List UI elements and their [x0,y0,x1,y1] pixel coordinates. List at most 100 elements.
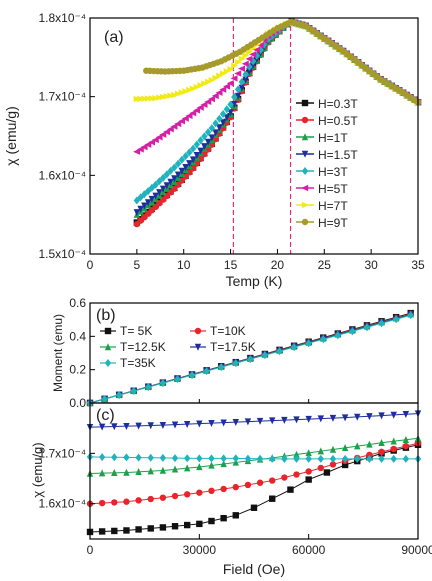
data-point [287,486,293,492]
data-point [324,469,330,475]
data-point [148,525,154,531]
legend-a: H=0.3T H=0.5T H=1T H=1.5T H=3T H=5T H=7T H=9T [296,97,358,230]
legend-item: H=0.3T [296,97,358,111]
y-tick-label: 1.7x10⁻⁴ [38,446,86,460]
legend-label: H=9T [318,216,348,230]
data-point [233,484,239,490]
legend-item: T= 5K [100,324,152,338]
x-tick-label: 0 [87,543,94,557]
legend-item: T=35K [100,356,156,370]
data-point [135,454,141,462]
y-tick-label: 0.6 [69,296,86,310]
legend-item: H=3T [296,165,348,179]
data-point [318,465,324,471]
data-point [231,75,238,81]
legend-item: H=1T [296,131,348,145]
legend-label: H=7T [318,199,348,213]
series-H=0.3T [134,19,422,226]
data-point [305,468,311,474]
data-point [391,455,397,463]
y-tick-label: 0.4 [69,329,86,343]
data-point [135,526,141,532]
data-point [233,512,239,518]
data-point [251,505,257,511]
legend-label: T=12.5K [120,340,166,354]
x-tick-label: 35 [411,258,425,272]
legend-item: H=9T [296,216,348,230]
legend-marker [302,167,308,175]
legend-label: H=1T [318,131,348,145]
data-point [123,453,129,461]
data-point [123,499,129,505]
data-point [305,455,311,463]
data-point [330,455,336,463]
panel-label-a: (a) [104,29,124,46]
data-point [123,527,129,533]
legend-label: T=35K [120,356,156,370]
legend-label: H=1.5T [318,148,358,162]
data-point [135,497,141,503]
x-tick-label: 25 [318,258,332,272]
data-point [403,443,409,449]
data-point [242,61,249,67]
data-point [111,499,117,505]
x-axis-title-a: Temp (K) [226,273,283,289]
data-point [196,521,202,527]
data-point [220,454,226,462]
y-tick-label: 1.7x10⁻⁴ [38,90,86,104]
data-point [318,455,324,463]
x-tick-label: 10 [177,258,191,272]
data-point [172,454,178,462]
data-point [281,474,287,480]
legend-item: H=7T [296,199,348,213]
data-point [208,518,214,524]
panel-label-b: (b) [96,307,116,324]
data-point [391,446,397,452]
data-point [305,476,311,482]
legend-label: T=17.5K [210,340,256,354]
y-tick-label: 1.6x10⁻⁴ [38,497,86,511]
legend-item: T=12.5K [100,340,166,354]
legend-item: H=1.5T [296,148,358,162]
data-point [208,454,214,462]
data-point [269,496,275,502]
data-point [111,453,117,461]
x-tick-label: 60000 [292,543,326,557]
data-point [160,494,166,500]
data-point [148,496,154,502]
legend-marker [302,219,308,225]
y-tick-label: 1.6x10⁻⁴ [38,168,86,182]
panel-label-c: (c) [96,407,115,424]
series-T=17.5K [87,410,421,431]
data-point [196,454,202,462]
legend-marker [302,117,308,123]
data-point [293,471,299,477]
panel-a: 0 5 10 15 20 25 30 35 1.5x10⁻⁴1.6x10⁻⁴1.7x10⁻⁴1… [3,11,425,289]
legend-item: H=0.5T [296,114,358,128]
legend-marker [302,202,309,208]
legend-marker [195,328,201,334]
data-point [99,453,105,461]
x-axis-title-c: Field (Oe) [223,561,285,577]
x-tick-label: 20 [271,258,285,272]
x-tick-label: 15 [224,258,238,272]
legend-marker [301,185,308,191]
x-tick-label: 30000 [183,543,217,557]
data-point [99,500,105,506]
data-point [160,454,166,462]
y-tick-label: 1.5x10⁻⁴ [38,247,86,261]
legend-item: T=17.5K [190,340,256,354]
y-axis-title-b: Moment (emu) [51,314,65,392]
y-axis-title-a: χ (emu/g) [3,106,19,165]
x-tick-label: 30 [364,258,378,272]
data-point [220,486,226,492]
data-point [269,455,275,463]
legend-label: H=0.3T [318,97,358,111]
data-point [111,528,117,534]
legend-marker [105,328,111,334]
data-point [184,491,190,497]
data-point [184,454,190,462]
y-axis-title-c: χ (emu/g) [30,442,45,497]
legend-label: H=5T [318,182,348,196]
